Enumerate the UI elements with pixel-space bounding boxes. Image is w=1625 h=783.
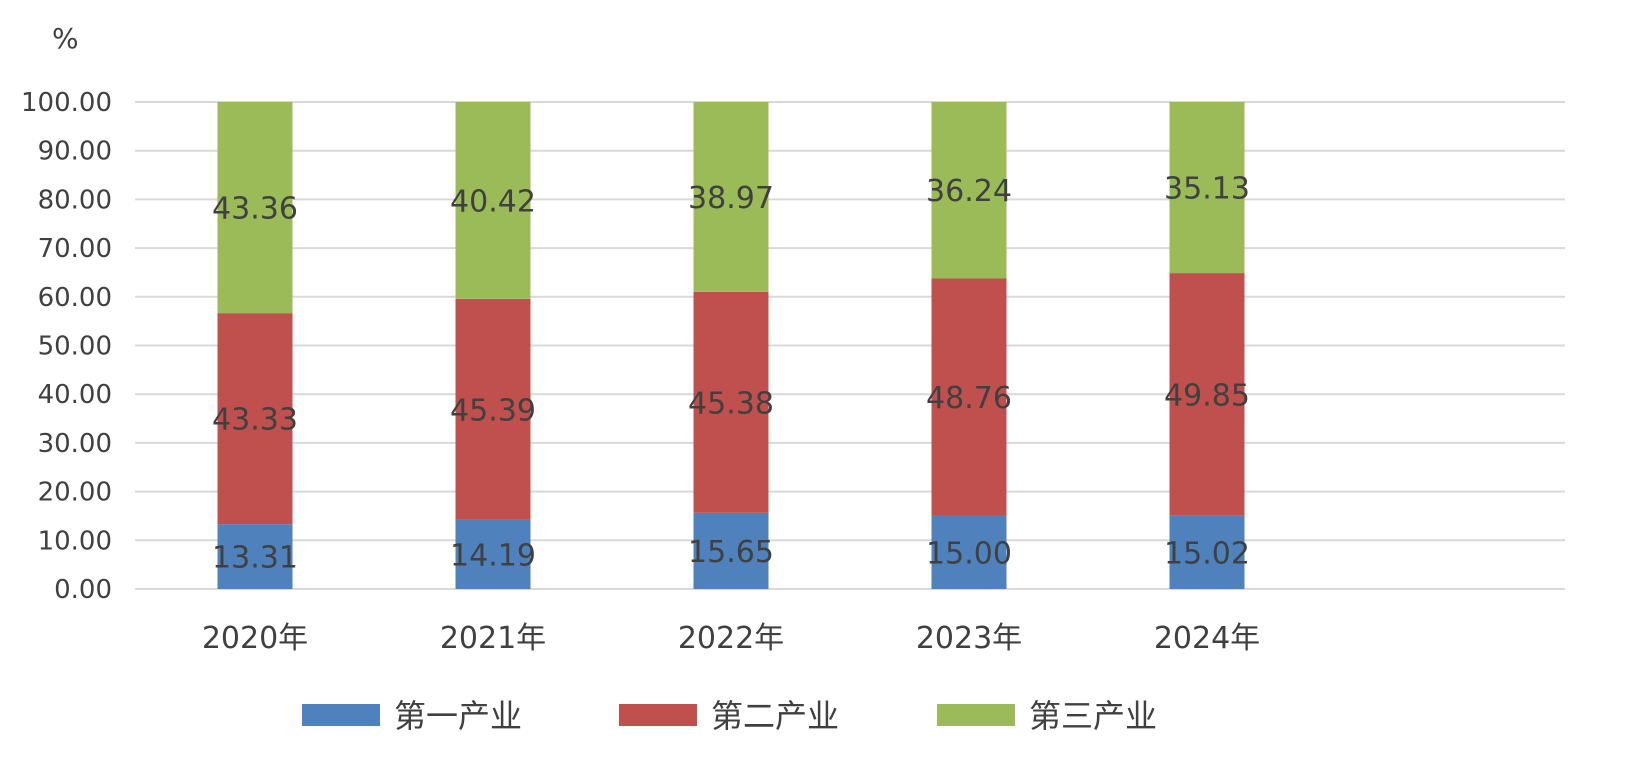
bar-segment [1169,515,1245,589]
data-label: 15.02 [1164,536,1250,571]
x-tick-label: 2022年 [678,621,784,656]
x-tick-label: 2020年 [202,621,308,656]
bars [217,102,1245,589]
data-label: 14.19 [450,538,536,573]
y-tick-label: 40.00 [38,380,112,410]
legend-label: 第三产业 [1029,697,1157,735]
data-label: 36.24 [926,174,1012,209]
bar-segment [931,278,1007,516]
bar-segment [455,102,531,299]
bar-segment [217,313,293,525]
bar-segment [931,102,1007,279]
bar-segment [693,291,769,513]
bar-segment [217,524,293,589]
legend-swatch [937,704,1015,726]
legend-swatch [619,704,697,726]
x-tick-label: 2024年 [1154,621,1260,656]
data-label: 15.65 [688,535,774,570]
bar-segment [1169,273,1245,516]
y-tick-label: 100.00 [21,88,112,118]
y-tick-label: 70.00 [38,234,112,264]
y-axis-ticks: 0.00 10.00 20.00 30.00 40.00 50.00 60.00 70.00 8… [21,88,112,605]
data-label: 43.33 [212,403,298,438]
data-label: 45.39 [450,393,536,428]
y-tick-label: 0.00 [54,575,112,605]
bar-segment [217,102,293,314]
bar-segment [693,512,769,589]
data-label: 40.42 [450,184,536,219]
data-label: 13.31 [212,541,298,576]
bar-segment [455,298,531,520]
data-label: 35.13 [1164,172,1250,207]
y-tick-label: 80.00 [38,185,112,215]
x-tick-label: 2021年 [440,621,546,656]
y-tick-label: 90.00 [38,137,112,167]
data-label: 38.97 [688,181,774,216]
y-tick-label: 20.00 [38,478,112,508]
y-tick-label: 50.00 [38,332,112,362]
data-label: 15.00 [926,536,1012,571]
y-tick-label: 60.00 [38,283,112,313]
legend: 第一产业 第二产业 第三产业 [302,697,1157,735]
y-unit-label: % [52,22,79,55]
gridlines [135,101,1565,590]
legend-swatch [302,704,380,726]
data-label: 43.36 [212,192,298,227]
bar-segment [693,102,769,292]
data-label: 45.38 [688,386,774,421]
y-tick-label: 30.00 [38,429,112,459]
bar-segment [931,515,1007,589]
y-tick-label: 10.00 [38,526,112,556]
x-axis-labels: 2020年 2021年 2022年 2023年 2024年 [202,621,1260,656]
data-label: 49.85 [1164,378,1250,413]
bar-segment [455,519,531,589]
bar-segment [1169,102,1245,274]
legend-label: 第二产业 [711,697,839,735]
legend-label: 第一产业 [394,697,522,735]
x-tick-label: 2023年 [916,621,1022,656]
data-labels: 13.31 43.33 43.36 14.19 45.39 40.42 15.65 45.38… [212,172,1250,576]
data-label: 48.76 [926,381,1012,416]
